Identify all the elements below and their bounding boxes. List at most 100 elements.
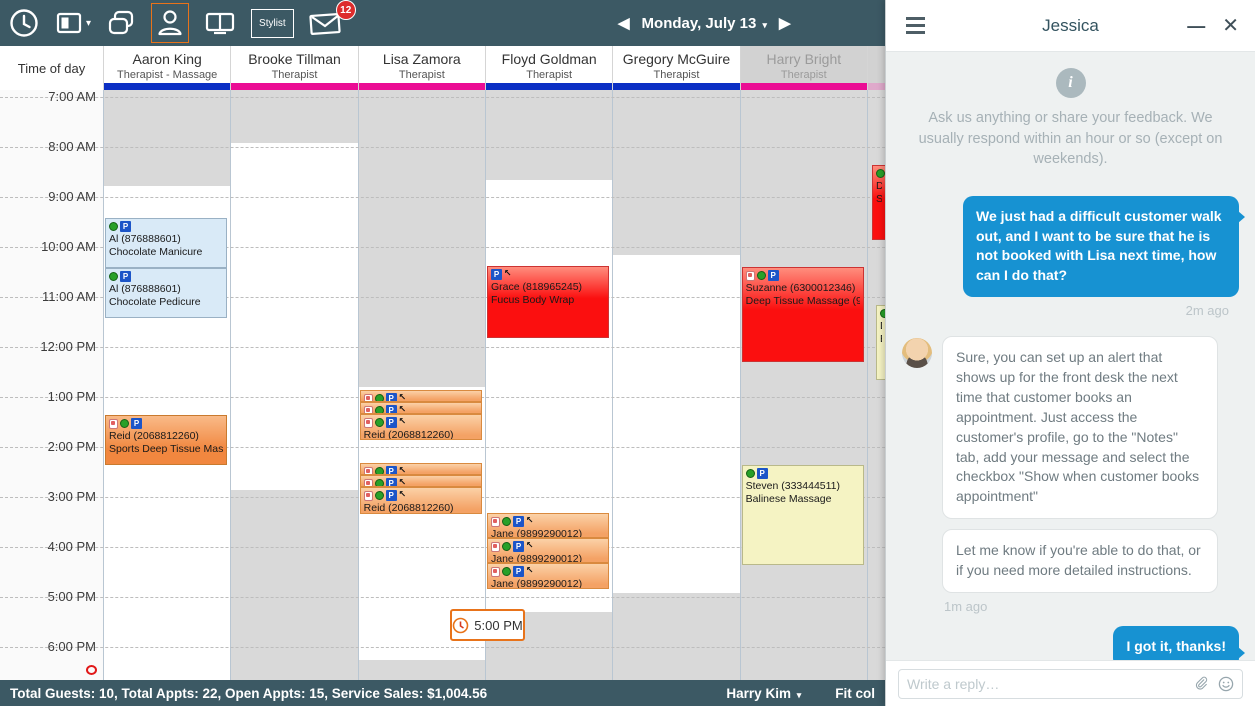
time-gutter xyxy=(0,90,103,680)
reply-arrow-icon: ↖ xyxy=(525,516,534,526)
guest-status-icon xyxy=(490,541,500,552)
emoji-icon[interactable] xyxy=(1218,676,1234,692)
chat-message-agent: Sure, you can set up an alert that shows… xyxy=(942,336,1218,520)
appointment[interactable]: P Reid (2068812260) Sports Deep Tissue Mas xyxy=(105,415,228,465)
appointment[interactable]: P ↖ Reid (2068812260) xyxy=(359,414,482,440)
appointment-text: Jane (9899290012) xyxy=(490,553,583,563)
appointment[interactable]: P Al (876888601) Chocolate Pedicure xyxy=(105,268,228,318)
appointment-text: Al (876888601) xyxy=(109,283,181,295)
reply-arrow-icon: ↖ xyxy=(398,466,407,475)
p-badge-icon: P xyxy=(385,490,397,501)
appointment[interactable]: P ↖ xyxy=(359,390,482,402)
appointment[interactable]: P Steven (333444511) Balinese Massage xyxy=(741,465,864,565)
status-dot-icon xyxy=(109,222,118,231)
p-badge-icon: P xyxy=(385,405,397,413)
time-label: 1:00 PM xyxy=(47,389,96,404)
chat-intro-text: Ask us anything or share your feedback. … xyxy=(918,110,1223,168)
hour-gridline xyxy=(0,247,885,248)
column-header-4[interactable]: Gregory McGuire Therapist xyxy=(612,46,740,90)
column-divider xyxy=(357,90,359,680)
copy-schedules-icon[interactable] xyxy=(105,7,137,39)
hour-gridline xyxy=(0,297,885,298)
messages-icon[interactable]: 12 xyxy=(308,0,356,38)
fit-columns-button[interactable]: Fit col xyxy=(835,685,875,701)
appointment[interactable]: P Suzanne (6300012346) Deep Tissue Massage… xyxy=(741,267,864,362)
book-icon[interactable] xyxy=(203,8,237,38)
hour-gridline xyxy=(0,647,885,648)
minimize-icon[interactable]: — xyxy=(1187,15,1205,36)
appointment[interactable]: P ↖ Jane (9899290012) xyxy=(486,513,610,538)
reply-arrow-icon: ↖ xyxy=(398,393,407,402)
column-header-2[interactable]: Lisa Zamora Therapist xyxy=(357,46,485,90)
appointment[interactable]: P ↖ xyxy=(359,402,482,414)
hour-gridline xyxy=(0,97,885,98)
appointment[interactable]: P ↖ Jane (9899290012) xyxy=(486,538,610,563)
appointment-text: Reid (2068812260) xyxy=(109,430,199,442)
chat-title: Jessica xyxy=(1042,15,1099,35)
column-headers: Time of day Aaron King Therapist - Massag… xyxy=(0,46,885,90)
column-header-6[interactable] xyxy=(866,46,885,90)
p-badge-icon: P xyxy=(385,478,397,486)
appointment-text: Reid (2068812260) xyxy=(363,502,454,514)
appointment-text: Reid (2068812260) xyxy=(363,429,454,440)
clock-icon[interactable] xyxy=(8,7,40,39)
attachment-icon[interactable] xyxy=(1194,676,1210,692)
appointment[interactable]: P Al (876888601) Chocolate Manicure xyxy=(105,218,228,268)
time-label: 3:00 PM xyxy=(47,489,96,504)
time-label: 6:00 PM xyxy=(47,639,96,654)
appointment[interactable]: P ↖ xyxy=(359,475,482,487)
reply-arrow-icon: ↖ xyxy=(398,478,407,487)
available-hours-zone[interactable] xyxy=(613,255,740,593)
appointment[interactable]: P ↖ Jane (9899290012) xyxy=(486,563,610,589)
prev-day-arrow[interactable]: ◀ xyxy=(618,15,630,32)
user-menu[interactable]: Harry Kim ▾ xyxy=(726,685,802,701)
chat-message-agent: Let me know if you're able to do that, o… xyxy=(942,529,1218,593)
close-icon[interactable]: ✕ xyxy=(1222,14,1239,37)
status-dot-icon xyxy=(374,394,384,401)
appointment[interactable]: DeSp xyxy=(872,165,885,240)
toolbar: ▾ Stylist 12 ◀ Monday, July 13 ▾ ▶ xyxy=(0,0,885,46)
status-dot-icon xyxy=(374,467,384,474)
layout-view-icon[interactable]: ▾ xyxy=(54,8,91,38)
column-header-5[interactable]: Harry Bright Therapist xyxy=(739,46,867,90)
next-day-arrow[interactable]: ▶ xyxy=(779,15,791,32)
p-badge-icon: P xyxy=(512,566,524,577)
p-badge-icon: P xyxy=(120,221,131,232)
staff-view-icon[interactable] xyxy=(151,3,190,43)
chat-panel: Jessica — ✕ i Ask us anything or share y… xyxy=(885,0,1255,706)
hour-gridline xyxy=(0,597,885,598)
status-bar: Total Guests: 10, Total Appts: 22, Open … xyxy=(0,680,885,706)
status-dot-icon xyxy=(374,406,384,413)
unread-count-badge: 12 xyxy=(335,0,356,20)
menu-icon[interactable] xyxy=(906,17,925,34)
staff-color-bar xyxy=(613,83,740,90)
column-divider xyxy=(484,90,486,680)
time-indicator-tooltip: 5:00 PM xyxy=(450,609,525,641)
staff-color-bar xyxy=(867,83,885,90)
appointment-text: Fucus Body Wrap xyxy=(490,293,575,306)
agent-avatar xyxy=(902,338,932,369)
reply-input[interactable] xyxy=(907,675,1186,692)
column-header-1[interactable]: Brooke Tillman Therapist xyxy=(230,46,358,90)
available-hours-zone[interactable] xyxy=(231,143,358,490)
column-header-3[interactable]: Floyd Goldman Therapist xyxy=(484,46,613,90)
appointment[interactable]: P ↖ Grace (818965245) Fucus Body Wrap xyxy=(486,266,610,338)
appointment[interactable]: P ↖ Reid (2068812260) xyxy=(359,487,482,514)
reply-arrow-icon: ↖ xyxy=(525,566,534,576)
date-label[interactable]: Monday, July 13 ▾ xyxy=(641,14,768,32)
message-timestamp: 2m ago xyxy=(1185,303,1229,319)
clock-icon xyxy=(452,617,469,633)
appointment[interactable]: DuBo xyxy=(876,305,885,380)
reply-arrow-icon: ↖ xyxy=(398,405,407,414)
chat-conversation: i Ask us anything or share your feedback… xyxy=(886,52,1255,660)
time-label: 12:00 PM xyxy=(40,339,96,354)
appointment[interactable]: P ↖ xyxy=(359,463,482,475)
column-header-0[interactable]: Aaron King Therapist - Massage xyxy=(103,46,231,90)
reply-arrow-icon: ↖ xyxy=(503,269,512,279)
p-badge-icon: P xyxy=(120,271,131,282)
hour-gridline xyxy=(0,547,885,548)
stylist-button[interactable]: Stylist xyxy=(251,8,294,38)
guest-status-icon xyxy=(490,516,500,527)
scheduler: ▾ Stylist 12 ◀ Monday, July 13 ▾ ▶ xyxy=(0,0,885,706)
reply-arrow-icon: ↖ xyxy=(398,417,407,427)
